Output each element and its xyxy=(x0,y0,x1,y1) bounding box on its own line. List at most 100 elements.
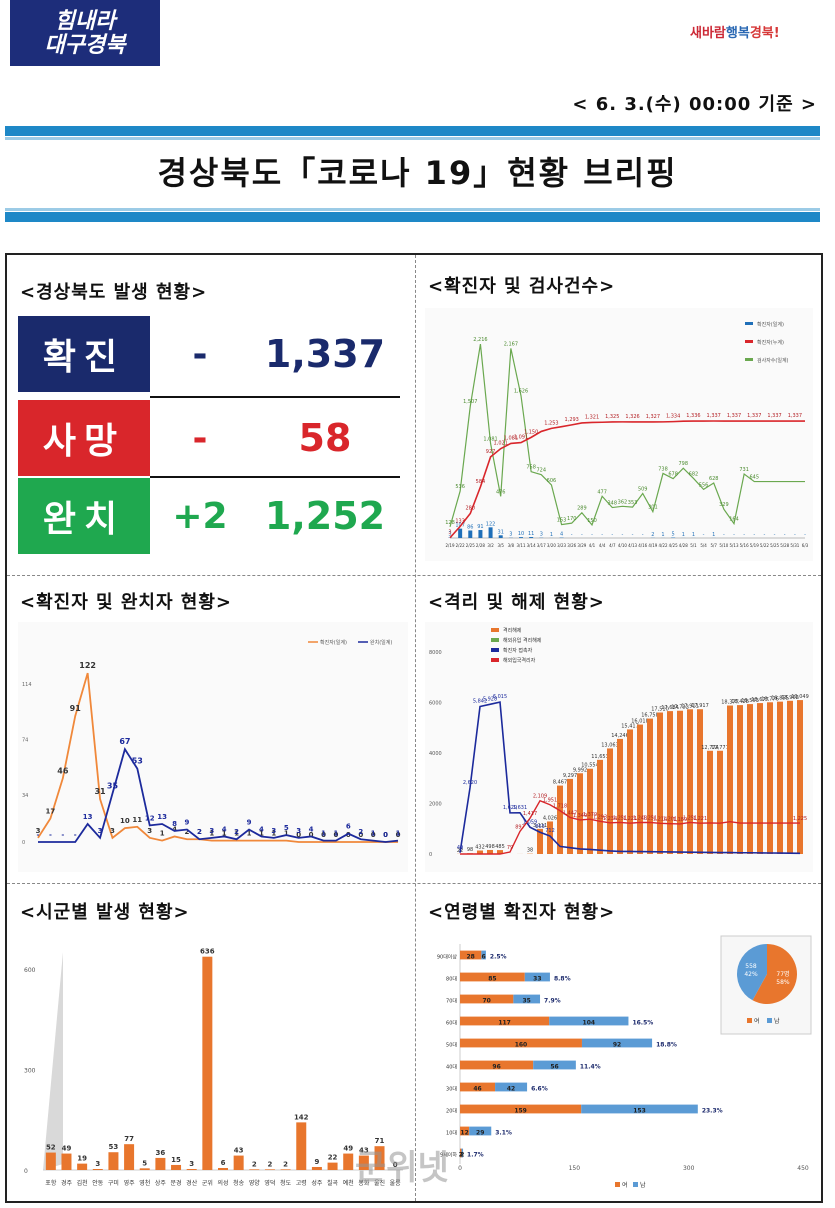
daily-confirmed-label: 31 xyxy=(498,529,504,535)
y-tick-label: 0 xyxy=(429,852,432,858)
released-bar xyxy=(637,724,643,854)
x-tick-label: 450 xyxy=(797,1165,809,1172)
status-recovered-total: 1,252 xyxy=(264,494,386,538)
region-bar xyxy=(171,1164,182,1170)
contact-label: 1,631 xyxy=(513,805,527,811)
confirmed-label: 91 xyxy=(70,704,82,713)
region-name-label: 안동 xyxy=(92,1179,104,1187)
overseas-label: 1,251 xyxy=(643,815,657,821)
percent-label: 3.1% xyxy=(495,1129,512,1136)
y-tick-label: 0 xyxy=(22,840,25,846)
released-bar xyxy=(587,768,593,854)
released-bar xyxy=(597,759,603,854)
male-value-label: 56 xyxy=(550,1063,558,1070)
daily-confirmed-label: 3 xyxy=(509,532,512,538)
overseas-label: 1,234 xyxy=(603,816,617,822)
confirmed-label: 4 xyxy=(172,825,177,833)
age-label: 40대 xyxy=(446,1063,457,1070)
released-label: 14,246 xyxy=(611,733,629,739)
released-label: 11,653 xyxy=(591,754,609,760)
percent-label: 23.3% xyxy=(702,1107,723,1114)
y-tick-label: 34 xyxy=(22,793,28,799)
recovered-label: 2 xyxy=(234,828,239,836)
percent-label: 2.5% xyxy=(490,953,507,960)
cumulative-label: 3 xyxy=(448,530,451,536)
male-bar xyxy=(581,1038,653,1048)
released-label: 18,553 xyxy=(741,698,759,704)
legend-swatch xyxy=(745,358,753,361)
contact-line xyxy=(459,701,801,855)
region-value-label: 3 xyxy=(95,1160,100,1168)
legend-swatch xyxy=(491,658,499,662)
released-label: 498 xyxy=(485,844,495,850)
cumulative-label: 1,337 xyxy=(747,413,761,419)
cumulative-label: 1,334 xyxy=(666,414,680,420)
region-name-label: 청도 xyxy=(280,1180,292,1187)
region-value-label: 52 xyxy=(46,1144,56,1152)
status-separator-2 xyxy=(150,476,400,478)
overseas-label: 1,349 xyxy=(573,813,587,819)
status-confirmed-change: - xyxy=(192,333,208,375)
legend-label: 격리해제 xyxy=(503,627,522,634)
female-bar xyxy=(460,950,482,960)
region-value-label: 19 xyxy=(77,1155,87,1163)
pie-legend-swatch xyxy=(747,1018,752,1023)
daily-confirmed-label: 3 xyxy=(540,532,543,538)
region-bar xyxy=(155,1157,166,1170)
confirmed-line xyxy=(37,672,398,843)
overseas-label: 2,109 xyxy=(533,794,547,800)
x-tick-label: 5/19 xyxy=(750,543,759,548)
recovered-label: 6 xyxy=(346,823,351,831)
status-confirmed-label: 확진 xyxy=(18,316,150,392)
daily-confirmed-label: - xyxy=(622,532,624,538)
recovered-label: 1 xyxy=(396,830,401,838)
recovered-label: 1 xyxy=(321,830,326,838)
recovered-label: 13 xyxy=(83,813,93,821)
daily-confirmed-label: - xyxy=(743,532,745,538)
male-value-label: 33 xyxy=(533,975,541,982)
tests-label: 731 xyxy=(739,467,749,473)
released-label: 9,297 xyxy=(563,773,577,779)
x-tick-label: 5/4 xyxy=(700,543,707,548)
confirmed-label: 17 xyxy=(46,807,56,815)
released-bar xyxy=(697,709,703,854)
released-label: 18,677 xyxy=(751,697,769,703)
logo-right-part1: 새바람 xyxy=(690,26,726,41)
region-bar xyxy=(233,1155,244,1170)
daily-confirmed-bar xyxy=(498,535,503,538)
released-bar xyxy=(747,704,753,854)
legend-swatch xyxy=(633,1182,638,1187)
tests-label: 1,081 xyxy=(483,436,497,442)
tests-label: 556 xyxy=(699,482,709,488)
released-label: 17,911 xyxy=(681,703,699,709)
contact-label: 1,059 xyxy=(523,819,537,825)
region-value-label: 3 xyxy=(189,1160,194,1168)
released-bar xyxy=(797,700,803,854)
released-bar xyxy=(777,701,783,854)
recovered-label: 8 xyxy=(172,820,177,828)
male-value-label: 92 xyxy=(613,1041,621,1048)
confirmed-label: 3 xyxy=(36,827,41,835)
tests-label: 170 xyxy=(567,516,577,522)
x-tick-label: 5/16 xyxy=(740,543,749,548)
released-label: 12,777 xyxy=(711,745,729,751)
region-name-label: 봉화 xyxy=(358,1179,370,1187)
released-bar xyxy=(647,718,653,854)
tests-label: 606 xyxy=(547,478,557,484)
overseas-label: 1,951 xyxy=(543,798,557,804)
male-value-label: 2 xyxy=(460,1151,464,1158)
x-tick-label: 2/19 xyxy=(446,543,455,548)
region-value-label: 142 xyxy=(294,1113,309,1121)
region-value-label: 36 xyxy=(156,1149,166,1157)
region-value-label: 71 xyxy=(375,1137,385,1145)
cumulative-label: 1,326 xyxy=(625,414,639,420)
age-label: 50대 xyxy=(446,1041,457,1048)
legend-label: 확진자(일계) xyxy=(757,321,784,328)
x-tick-label: 4/19 xyxy=(648,543,657,548)
released-bar xyxy=(717,750,723,854)
released-label: 18,428 xyxy=(731,699,749,705)
x-tick-label: 5/13 xyxy=(730,543,739,548)
region-bar xyxy=(280,1169,291,1170)
x-tick-label: 3/23 xyxy=(557,543,566,548)
recovered-label: 9 xyxy=(247,819,252,827)
